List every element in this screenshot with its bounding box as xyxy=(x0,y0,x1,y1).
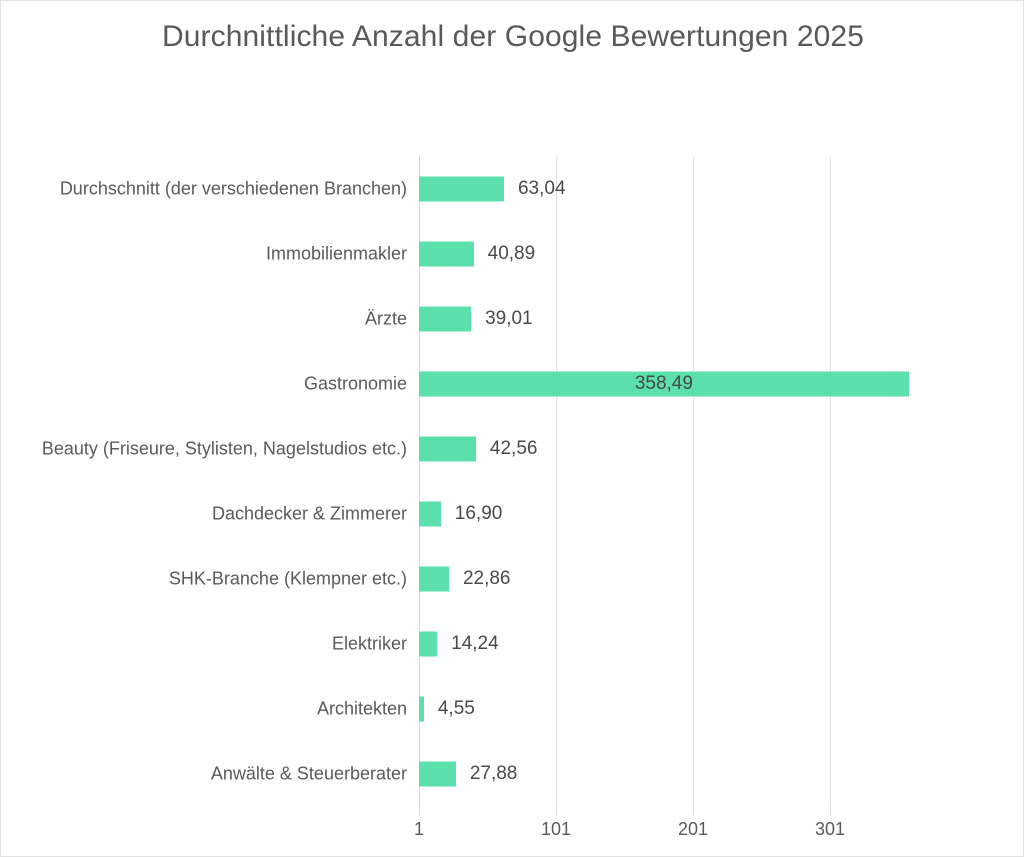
chart-row: Durchschnitt (der verschiedenen Branchen… xyxy=(1,156,1023,221)
chart-row: Elektriker 14,24 xyxy=(1,611,1023,676)
chart-row: SHK-Branche (Klempner etc.) 22,86 xyxy=(1,546,1023,611)
x-tick-mark xyxy=(830,806,831,815)
bar[interactable] xyxy=(419,176,504,201)
bar-value-label: 4,55 xyxy=(437,697,475,719)
chart-row: Architekten 4,55 xyxy=(1,676,1023,741)
category-label: Elektriker xyxy=(331,633,407,653)
bar[interactable] xyxy=(419,306,472,331)
bar[interactable] xyxy=(419,631,438,656)
category-label: Gastronomie xyxy=(303,373,407,393)
category-label: Anwälte & Steuerberater xyxy=(210,763,407,783)
bar-value-label: 63,04 xyxy=(517,177,566,199)
chart-row: Immobilienmakler 40,89 xyxy=(1,221,1023,286)
gridline xyxy=(556,156,557,806)
bar[interactable] xyxy=(419,436,476,461)
bar-value-label: 42,56 xyxy=(489,437,538,459)
chart-title: Durchnittliche Anzahl der Google Bewertu… xyxy=(161,20,865,53)
x-tick-mark xyxy=(693,806,694,815)
bar[interactable] xyxy=(419,761,456,786)
bar-value-label: 16,90 xyxy=(454,502,503,524)
chart-row: Beauty (Friseure, Stylisten, Nagelstudio… xyxy=(1,416,1023,481)
category-label: SHK-Branche (Klempner etc.) xyxy=(168,568,407,588)
bar-value-label: 22,86 xyxy=(462,567,511,589)
chart-row: Gastronomie 358,49 xyxy=(1,351,1023,416)
x-tick-label: 201 xyxy=(677,819,709,839)
x-tick-label: 101 xyxy=(540,819,572,839)
category-label: Dachdecker & Zimmerer xyxy=(211,503,407,523)
bar[interactable] xyxy=(419,501,441,526)
gridline xyxy=(693,156,694,806)
bar-value-label: 40,89 xyxy=(487,242,536,264)
chart-row: Anwälte & Steuerberater 27,88 xyxy=(1,741,1023,806)
bar-value-label: 358,49 xyxy=(634,372,693,394)
category-label: Ärzte xyxy=(364,308,407,328)
gridline xyxy=(830,156,831,806)
category-label: Immobilienmakler xyxy=(265,243,407,263)
bar-value-label: 14,24 xyxy=(451,632,499,654)
bar-value-label: 27,88 xyxy=(469,762,518,784)
bar[interactable] xyxy=(419,566,449,591)
y-axis-line xyxy=(419,156,420,806)
x-tick-label: 1 xyxy=(413,819,424,839)
chart-row: Ärzte 39,01 xyxy=(1,286,1023,351)
category-label: Durchschnitt (der verschiedenen Branchen… xyxy=(59,178,407,198)
bar[interactable] xyxy=(419,696,424,721)
category-label: Beauty (Friseure, Stylisten, Nagelstudio… xyxy=(41,438,407,458)
chart-row: Dachdecker & Zimmerer 16,90 xyxy=(1,481,1023,546)
x-tick-mark xyxy=(556,806,557,815)
bar[interactable] xyxy=(419,371,909,396)
x-tick-label: 301 xyxy=(814,819,846,839)
x-tick-mark xyxy=(419,806,420,815)
category-label: Architekten xyxy=(316,698,407,718)
bar[interactable] xyxy=(419,241,474,266)
bar-value-label: 39,01 xyxy=(485,307,533,329)
